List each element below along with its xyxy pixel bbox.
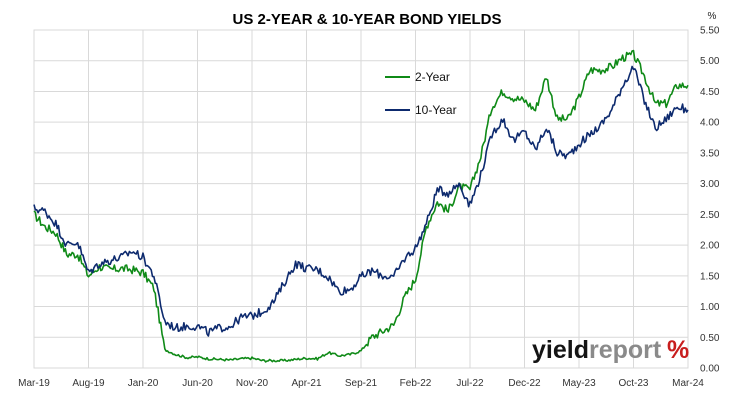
y-tick-label: 0.00	[700, 364, 720, 375]
y-tick-label: 1.00	[700, 302, 720, 313]
logo-percent-sign: %	[667, 336, 689, 364]
y-tick-label: 0.50	[700, 333, 720, 344]
x-tick-label: Jan-20	[128, 378, 159, 389]
legend-label: 10-Year	[415, 103, 457, 117]
y-tick-label: 3.50	[700, 148, 720, 159]
chart-title: US 2-YEAR & 10-YEAR BOND YIELDS	[233, 11, 502, 28]
x-tick-label: Aug-19	[72, 378, 105, 389]
gridlines	[33, 29, 689, 369]
x-tick-label: Jun-20	[182, 378, 213, 389]
y-axis-ticks: 0.00 0.50 1.00 1.50 2.00 2.50 3.00 3.50 4.00 4.50…	[700, 26, 720, 375]
x-tick-label: Dec-22	[508, 378, 541, 389]
yieldreport-logo: yieldreport %	[532, 336, 689, 364]
series-lines	[33, 49, 689, 363]
svg-text:yieldreport: yieldreport	[532, 336, 662, 364]
y-tick-label: 2.00	[700, 241, 720, 252]
y-tick-label: 3.00	[700, 179, 720, 190]
y-tick-label: 2.50	[700, 210, 720, 221]
series-line-ten-year	[33, 65, 689, 337]
x-tick-label: Mar-19	[18, 378, 50, 389]
x-tick-label: Oct-23	[618, 378, 648, 389]
y-tick-label: 5.00	[700, 56, 720, 67]
x-tick-label: Nov-20	[236, 378, 269, 389]
x-tick-label: May-23	[562, 378, 596, 389]
y-tick-label: 4.50	[700, 87, 720, 98]
y-tick-label: 4.00	[700, 118, 720, 129]
x-tick-label: Feb-22	[400, 378, 432, 389]
legend-label: 2-Year	[415, 70, 450, 84]
x-tick-label: Jul-22	[456, 378, 484, 389]
x-tick-label: Apr-21	[291, 378, 321, 389]
series-line-two-year	[33, 49, 689, 363]
x-axis-ticks: Mar-19 Aug-19 Jan-20 Jun-20 Nov-20 Apr-21 Sep-…	[18, 378, 704, 389]
legend: 2-Year 10-Year	[385, 70, 457, 117]
logo-text-yield: yield	[532, 336, 589, 364]
y-tick-label: 5.50	[700, 26, 720, 37]
y-axis-unit-label: %	[708, 11, 717, 22]
x-tick-label: Mar-24	[672, 378, 704, 389]
x-tick-label: Sep-21	[345, 378, 378, 389]
y-tick-label: 1.50	[700, 271, 720, 282]
logo-text-report: report	[589, 336, 662, 364]
